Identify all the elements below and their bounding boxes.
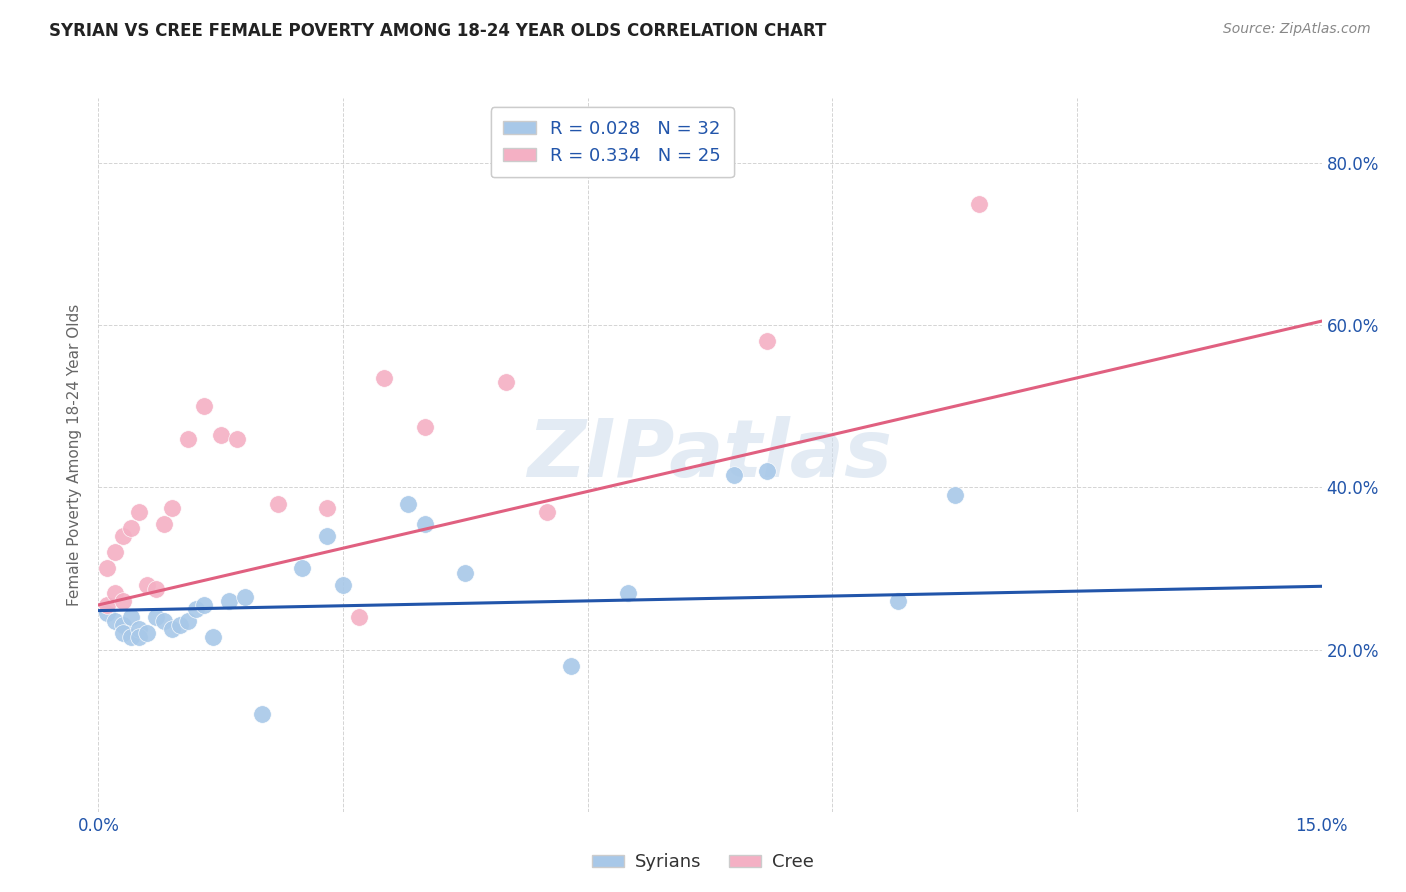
Point <box>617 586 640 600</box>
Point <box>136 626 159 640</box>
Point <box>169 618 191 632</box>
Legend: Syrians, Cree: Syrians, Cree <box>585 847 821 879</box>
Point <box>218 594 240 608</box>
Point <box>315 529 337 543</box>
Point <box>96 598 118 612</box>
Point <box>756 334 779 349</box>
Point <box>233 590 256 604</box>
Point <box>177 614 200 628</box>
Point <box>111 594 134 608</box>
Point <box>315 500 337 515</box>
Point <box>160 622 183 636</box>
Point <box>120 521 142 535</box>
Point <box>373 371 395 385</box>
Point <box>536 505 558 519</box>
Point <box>128 505 150 519</box>
Point <box>413 419 436 434</box>
Point <box>193 399 215 413</box>
Point <box>332 577 354 591</box>
Point <box>145 610 167 624</box>
Point <box>136 577 159 591</box>
Point <box>267 497 290 511</box>
Point <box>756 464 779 478</box>
Text: SYRIAN VS CREE FEMALE POVERTY AMONG 18-24 YEAR OLDS CORRELATION CHART: SYRIAN VS CREE FEMALE POVERTY AMONG 18-2… <box>49 22 827 40</box>
Y-axis label: Female Poverty Among 18-24 Year Olds: Female Poverty Among 18-24 Year Olds <box>66 304 82 606</box>
Point <box>454 566 477 580</box>
Point <box>104 614 127 628</box>
Point <box>128 622 150 636</box>
Point <box>152 516 174 531</box>
Legend: R = 0.028   N = 32, R = 0.334   N = 25: R = 0.028 N = 32, R = 0.334 N = 25 <box>491 107 734 178</box>
Point <box>111 626 134 640</box>
Point <box>226 432 249 446</box>
Point <box>120 610 142 624</box>
Point <box>886 594 908 608</box>
Point <box>104 586 127 600</box>
Point <box>209 427 232 442</box>
Point <box>128 631 150 645</box>
Point <box>186 602 208 616</box>
Point <box>152 614 174 628</box>
Point <box>111 618 134 632</box>
Point <box>193 598 215 612</box>
Point <box>96 606 118 620</box>
Point <box>250 707 273 722</box>
Point <box>943 488 966 502</box>
Point <box>967 196 990 211</box>
Point <box>160 500 183 515</box>
Point <box>723 468 745 483</box>
Point <box>145 582 167 596</box>
Point <box>291 561 314 575</box>
Point <box>396 497 419 511</box>
Text: ZIPatlas: ZIPatlas <box>527 416 893 494</box>
Point <box>201 631 224 645</box>
Point <box>495 375 517 389</box>
Point <box>413 516 436 531</box>
Point <box>104 545 127 559</box>
Point <box>177 432 200 446</box>
Point <box>96 561 118 575</box>
Point <box>349 610 371 624</box>
Point <box>560 658 582 673</box>
Point <box>120 631 142 645</box>
Text: Source: ZipAtlas.com: Source: ZipAtlas.com <box>1223 22 1371 37</box>
Point <box>111 529 134 543</box>
